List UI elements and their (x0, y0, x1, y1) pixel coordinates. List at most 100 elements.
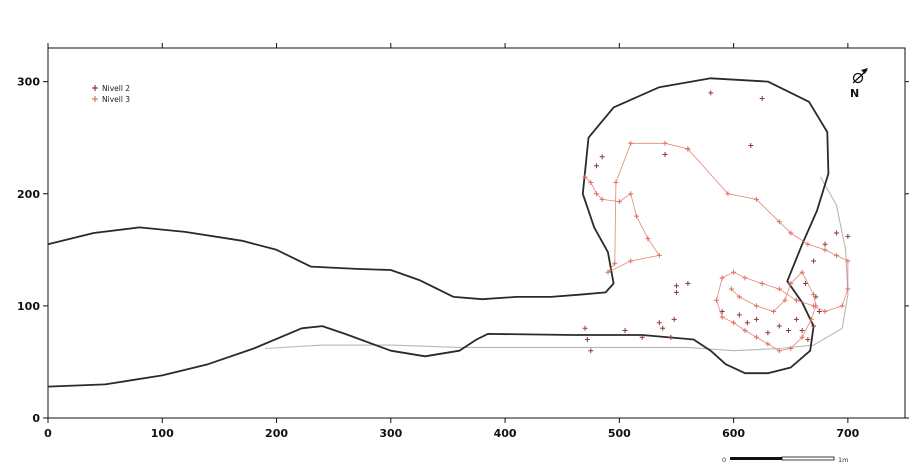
find-point (811, 292, 817, 298)
find-point (731, 320, 737, 326)
scale-start-label: 0 (722, 456, 726, 464)
find-point (759, 280, 765, 286)
find-point (788, 280, 794, 286)
x-tick-label: 200 (265, 427, 288, 440)
find-point (803, 280, 809, 286)
find-point (753, 303, 759, 309)
find-point (671, 316, 677, 322)
find-point (822, 241, 828, 247)
find-point (719, 314, 725, 320)
find-point (582, 174, 588, 180)
find-point (713, 297, 719, 303)
find-point (599, 196, 605, 202)
find-point (759, 95, 765, 101)
find-point (839, 303, 845, 309)
scale-bar: 0 1m (722, 456, 848, 464)
find-point (660, 325, 666, 331)
find-series (582, 90, 851, 354)
find-point (639, 334, 645, 340)
find-point (822, 308, 828, 314)
find-point (822, 247, 828, 253)
find-point (708, 90, 714, 96)
y-tick-label: 300 (17, 76, 40, 89)
find-point (845, 258, 851, 264)
find-point (793, 297, 799, 303)
find-point (799, 269, 805, 275)
find-point (736, 294, 742, 300)
find-point (845, 286, 851, 292)
find-point (813, 303, 819, 309)
legend-item-nivell-3: Nivell 3 (92, 95, 130, 104)
y-tick-label: 100 (17, 300, 40, 313)
y-tick-label: 200 (17, 188, 40, 201)
find-point (845, 233, 851, 239)
find-point (593, 191, 599, 197)
find-point (728, 286, 734, 292)
find-point (731, 269, 737, 275)
find-point (662, 140, 668, 146)
find-point (742, 275, 748, 281)
find-point (685, 146, 691, 152)
find-point (605, 269, 611, 275)
find-point (748, 143, 754, 149)
find-point (805, 337, 811, 343)
x-tick-label: 600 (722, 427, 745, 440)
find-point (753, 196, 759, 202)
find-point (613, 180, 619, 186)
legend-label-nivell-2: Nivell 2 (102, 84, 130, 93)
find-point (742, 328, 748, 334)
find-point (753, 334, 759, 340)
find-point (725, 191, 731, 197)
find-point (685, 280, 691, 286)
find-point (599, 154, 605, 160)
find-point (765, 330, 771, 336)
find-point (799, 328, 805, 334)
north-label: N (850, 87, 859, 100)
legend-label-nivell-3: Nivell 3 (102, 95, 130, 104)
x-tick-label: 300 (379, 427, 402, 440)
find-point (673, 283, 679, 289)
find-point (584, 337, 590, 343)
find-point (656, 252, 662, 258)
find-point (673, 289, 679, 295)
find-point (622, 328, 628, 334)
find-point (645, 236, 651, 242)
legend: Nivell 2 Nivell 3 (92, 84, 130, 104)
find-point (833, 230, 839, 236)
find-point (816, 308, 822, 314)
find-point (633, 213, 639, 219)
series-nivell-3 (582, 140, 851, 354)
find-point (744, 320, 750, 326)
find-point (776, 219, 782, 225)
find-point (799, 334, 805, 340)
find-point (805, 241, 811, 247)
cave-outline (47, 77, 830, 388)
find-point (808, 316, 814, 322)
find-point (582, 325, 588, 331)
cave-outlines (47, 77, 849, 388)
x-tick-label: 700 (836, 427, 859, 440)
find-point (793, 316, 799, 322)
series-nivell-2 (582, 90, 851, 354)
find-point (616, 199, 622, 205)
find-point (628, 140, 634, 146)
find-point (668, 334, 674, 340)
find-point (628, 191, 634, 197)
find-point (719, 275, 725, 281)
find-point (593, 163, 599, 169)
find-point (788, 230, 794, 236)
x-tick-label: 400 (494, 427, 517, 440)
find-point (785, 328, 791, 334)
north-arrow-icon: N (850, 68, 868, 100)
plot-frame (47, 47, 906, 419)
find-point (776, 323, 782, 329)
legend-item-nivell-2: Nivell 2 (92, 84, 130, 93)
find-point (811, 323, 817, 329)
find-point (588, 180, 594, 186)
plot-border (47, 47, 906, 419)
find-point (776, 348, 782, 354)
axis-ticks: 0 100 200 300 400 500 600 700 0 100 200 300 (17, 43, 909, 440)
scale-end-label: 1m (838, 456, 848, 464)
x-tick-label: 0 (44, 427, 52, 440)
find-point (656, 320, 662, 326)
